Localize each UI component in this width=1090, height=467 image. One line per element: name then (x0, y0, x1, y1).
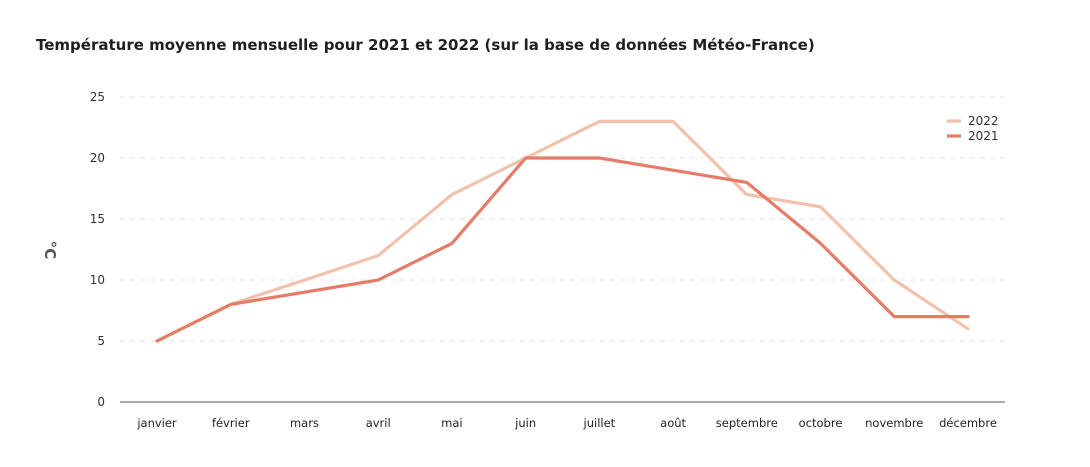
x-tick-label: juillet (583, 416, 616, 430)
legend-label: 2022 (968, 114, 999, 128)
y-tick-label: 25 (90, 90, 105, 104)
x-tick-label: août (660, 416, 686, 430)
series-lines (155, 119, 970, 343)
y-axis-label: °C (41, 241, 59, 260)
chart-title: Température moyenne mensuelle pour 2021 … (36, 36, 815, 54)
x-tick-label: décembre (939, 416, 997, 430)
x-tick-label: novembre (865, 416, 923, 430)
x-axis-ticks: janvier février mars avril mai juin juillet aoû… (136, 416, 997, 430)
x-tick-label: mai (441, 416, 462, 430)
x-tick-label: septembre (716, 416, 778, 430)
x-tick-label: octobre (799, 416, 843, 430)
y-tick-label: 15 (90, 212, 105, 226)
x-tick-label: mars (290, 416, 319, 430)
y-tick-label: 10 (90, 273, 105, 287)
x-tick-label: avril (366, 416, 391, 430)
y-tick-label: 5 (97, 334, 105, 348)
grid-lines (120, 96, 1005, 342)
x-tick-label: février (212, 416, 250, 430)
legend-label: 2021 (968, 129, 999, 143)
y-tick-label: 0 (97, 395, 105, 409)
y-axis-ticks: 0 5 10 15 20 25 (90, 90, 105, 409)
x-tick-label: janvier (136, 416, 177, 430)
series-line-2022 (155, 119, 970, 343)
x-tick-label: juin (514, 416, 536, 430)
y-tick-label: 20 (90, 151, 105, 165)
series-line-2021 (155, 156, 970, 343)
